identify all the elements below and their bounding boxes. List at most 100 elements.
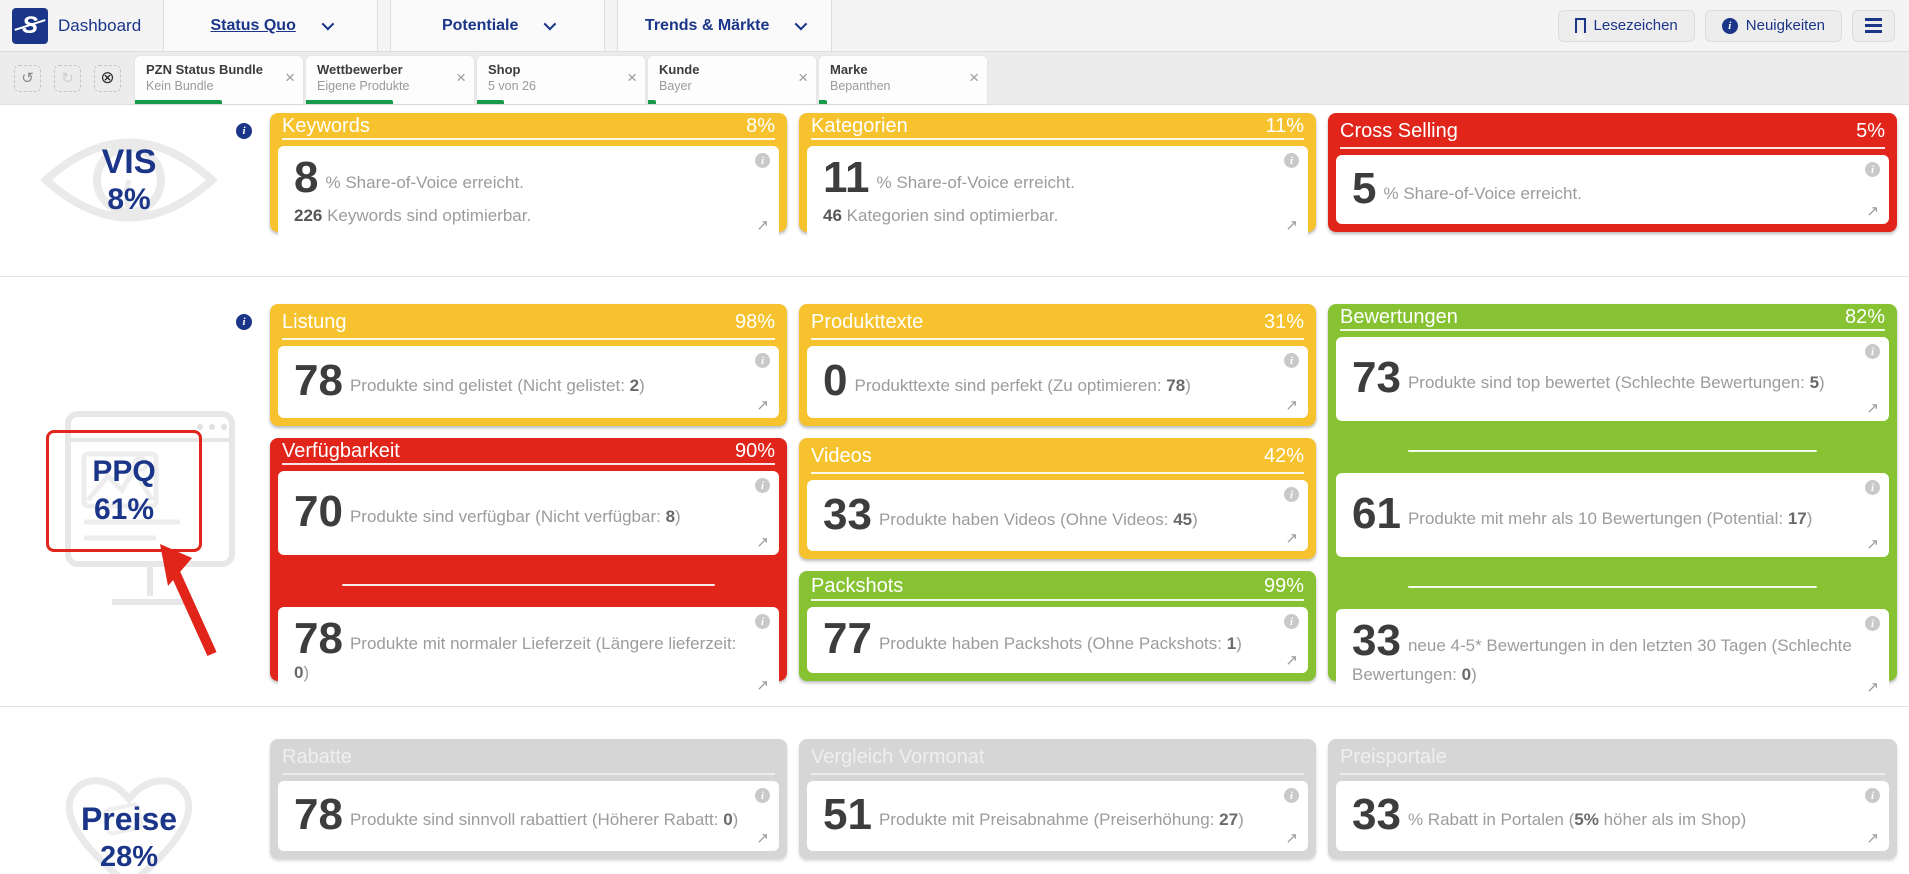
card-body: i 61 Produkte mit mehr als 10 Bewertungen… (1336, 473, 1889, 557)
external-link-icon[interactable]: ↗ (756, 397, 769, 414)
filter-bar: ↺ ↻ ⊗ PZN Status Bundle Kein Bundle × We… (0, 52, 1909, 105)
chevron-down-icon (321, 17, 335, 31)
chip-progress-bar (819, 100, 828, 104)
external-link-icon[interactable]: ↗ (1285, 217, 1298, 234)
logo-letter: S (21, 11, 38, 39)
card-body: i 33 Produkte haben Videos (Ohne Videos: … (807, 480, 1308, 551)
filter-chip-wettbewerber[interactable]: Wettbewerber Eigene Produkte × (306, 56, 474, 104)
filter-chip-pzn-status-bundle[interactable]: PZN Status Bundle Kein Bundle × (135, 56, 303, 104)
close-icon[interactable]: × (798, 68, 808, 87)
card-title: Preisportale (1340, 745, 1447, 768)
chip-value: Bayer (659, 79, 692, 93)
card-title: Packshots (811, 574, 904, 597)
info-icon[interactable]: i (1865, 788, 1880, 803)
close-icon[interactable]: × (285, 68, 295, 87)
card-body: i 5% Share-of-Voice erreicht. ↗ (1336, 155, 1889, 224)
external-link-icon[interactable]: ↗ (1285, 397, 1298, 414)
card-percent: 42% (1263, 444, 1304, 467)
clear-filters-button[interactable]: ⊗ (94, 64, 121, 92)
stat-line-2: 226 Keywords sind optimierbar. (294, 206, 532, 225)
stat-line-2: 46 Kategorien sind optimierbar. (823, 206, 1059, 225)
section-preise: Preise 28% Rabatte i 78 Produkte sind sin… (0, 707, 1909, 874)
bookmark-button[interactable]: Lesezeichen (1557, 9, 1695, 42)
card-preisportale: Preisportale i 33% Rabatt in Portalen (5… (1328, 739, 1897, 859)
preise-label: Preise (80, 801, 178, 837)
external-link-icon[interactable]: ↗ (1866, 203, 1879, 220)
card-listung: Listung 98% i 78 Produkte sind gelistet (… (270, 304, 787, 426)
filter-chip-kunde[interactable]: Kunde Bayer × (648, 56, 816, 104)
external-link-icon[interactable]: ↗ (1285, 830, 1298, 847)
info-icon[interactable]: i (755, 353, 770, 368)
section-info-icon[interactable]: i (236, 123, 252, 139)
info-icon[interactable]: i (1284, 153, 1299, 168)
info-icon[interactable]: i (1284, 788, 1299, 803)
info-icon[interactable]: i (1865, 616, 1880, 631)
info-icon[interactable]: i (755, 614, 770, 629)
card-separator (1407, 586, 1818, 588)
stat-line: 77 Produkte haben Packshots (Ohne Packsho… (823, 614, 1242, 663)
nav-tab-trends-maerkte[interactable]: Trends & Märkte (617, 0, 833, 51)
card-body: i 33% Rabatt in Portalen (5% höher als i… (1336, 781, 1889, 851)
stat-line: 0 Produkttexte sind perfekt (Zu optimiere… (823, 356, 1191, 405)
news-label: Neuigkeiten (1745, 17, 1825, 34)
external-link-icon[interactable]: ↗ (1866, 678, 1879, 696)
chip-title: PZN Status Bundle (146, 62, 264, 77)
external-link-icon[interactable]: ↗ (756, 534, 769, 551)
chevron-down-icon (794, 17, 808, 31)
news-button[interactable]: i Neuigkeiten (1704, 9, 1842, 42)
card-body: i 70 Produkte sind verfügbar (Nicht verfü… (278, 471, 779, 555)
close-icon[interactable]: × (627, 68, 637, 87)
info-icon[interactable]: i (1284, 487, 1299, 502)
chip-title: Wettbewerber (317, 62, 403, 77)
info-icon[interactable]: i (1865, 162, 1880, 177)
nav-tab-label: Status Quo (210, 16, 296, 34)
external-link-icon[interactable]: ↗ (756, 676, 769, 694)
redo-filter-button[interactable]: ↻ (54, 64, 81, 92)
external-link-icon[interactable]: ↗ (1866, 830, 1879, 847)
vis-label: VIS (101, 143, 157, 181)
section-vis: i VIS 8% Keywords 8% i 8% Share-of-Voice… (0, 105, 1909, 276)
card-percent: 90% (734, 440, 775, 462)
chip-value: 5 von 26 (488, 79, 536, 93)
stat-line: 11% Share-of-Voice erreicht. (823, 153, 1075, 202)
card-title: Keywords (282, 115, 370, 137)
info-icon[interactable]: i (1284, 614, 1299, 629)
nav-tab-potentiale[interactable]: Potentiale (390, 0, 606, 51)
external-link-icon[interactable]: ↗ (1866, 400, 1879, 417)
close-icon[interactable]: × (456, 68, 466, 87)
info-icon[interactable]: i (755, 478, 770, 493)
menu-button[interactable] (1852, 9, 1895, 42)
external-link-icon[interactable]: ↗ (1285, 652, 1298, 669)
card-body: i 0 Produkttexte sind perfekt (Zu optimie… (807, 346, 1308, 418)
close-icon[interactable]: × (969, 68, 979, 87)
ppq-percent: 61% (93, 493, 155, 526)
app-logo[interactable]: S (12, 7, 48, 44)
info-icon[interactable]: i (1865, 344, 1880, 359)
info-icon[interactable]: i (755, 788, 770, 803)
card-body: i 78 Produkte sind sinnvoll rabattiert (H… (278, 781, 779, 851)
undo-filter-button[interactable]: ↺ (14, 64, 41, 92)
external-link-icon[interactable]: ↗ (756, 217, 769, 234)
card-keywords: Keywords 8% i 8% Share-of-Voice erreicht… (270, 113, 787, 238)
external-link-icon[interactable]: ↗ (756, 830, 769, 847)
card-title: Vergleich Vormonat (811, 745, 985, 768)
card-percent: 11% (1265, 115, 1304, 137)
section-info-icon[interactable]: i (236, 314, 252, 330)
stat-line: 70 Produkte sind verfügbar (Nicht verfügb… (294, 487, 681, 536)
filter-toolbar: ↺ ↻ ⊗ (0, 52, 135, 104)
stat-line: 78 Produkte sind sinnvoll rabattiert (Höh… (294, 790, 739, 839)
chip-title: Kunde (659, 62, 700, 77)
nav-tab-label: Trends & Märkte (644, 16, 770, 34)
info-icon[interactable]: i (755, 153, 770, 168)
external-link-icon[interactable]: ↗ (1866, 536, 1879, 553)
monitor-icon (65, 411, 235, 605)
card-cross-selling: Cross Selling 5% i 5% Share-of-Voice err… (1328, 113, 1897, 232)
vis-percent: 8% (107, 183, 151, 216)
info-icon[interactable]: i (1284, 353, 1299, 368)
eye-icon (40, 138, 218, 222)
info-icon[interactable]: i (1865, 480, 1880, 495)
filter-chip-shop[interactable]: Shop 5 von 26 × (477, 56, 645, 104)
nav-tab-status-quo[interactable]: Status Quo (163, 0, 379, 51)
filter-chip-marke[interactable]: Marke Bepanthen × (819, 56, 987, 104)
external-link-icon[interactable]: ↗ (1285, 530, 1298, 547)
